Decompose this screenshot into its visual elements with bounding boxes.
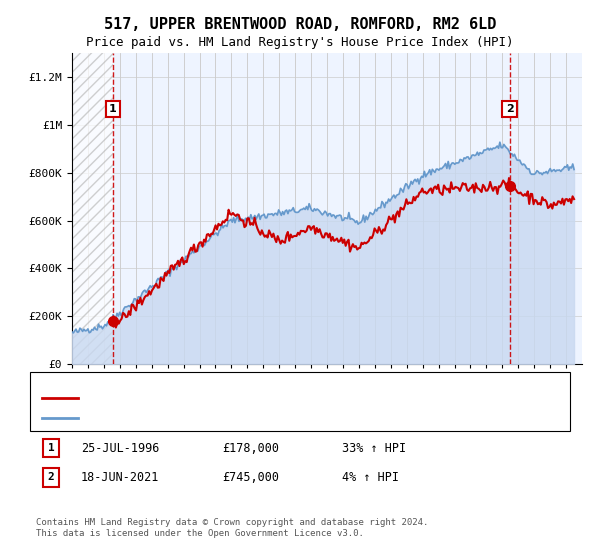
Text: 25-JUL-1996: 25-JUL-1996 (81, 441, 160, 455)
Text: 1: 1 (109, 104, 117, 114)
Text: Price paid vs. HM Land Registry's House Price Index (HPI): Price paid vs. HM Land Registry's House … (86, 36, 514, 49)
Text: Contains HM Land Registry data © Crown copyright and database right 2024.
This d: Contains HM Land Registry data © Crown c… (36, 518, 428, 538)
Text: 517, UPPER BRENTWOOD ROAD, ROMFORD, RM2 6LD: 517, UPPER BRENTWOOD ROAD, ROMFORD, RM2 … (104, 17, 496, 32)
Text: 517, UPPER BRENTWOOD ROAD, ROMFORD, RM2 6LD (detached house): 517, UPPER BRENTWOOD ROAD, ROMFORD, RM2 … (84, 393, 459, 403)
Text: 2: 2 (47, 472, 55, 482)
Text: 18-JUN-2021: 18-JUN-2021 (81, 470, 160, 484)
Text: HPI: Average price, detached house, Havering: HPI: Average price, detached house, Have… (84, 413, 359, 423)
Text: 1: 1 (47, 443, 55, 453)
Text: 4% ↑ HPI: 4% ↑ HPI (342, 470, 399, 484)
Text: 2: 2 (506, 104, 514, 114)
Bar (72, 53, 113, 364)
Text: £178,000: £178,000 (222, 441, 279, 455)
Text: 33% ↑ HPI: 33% ↑ HPI (342, 441, 406, 455)
Text: £745,000: £745,000 (222, 470, 279, 484)
